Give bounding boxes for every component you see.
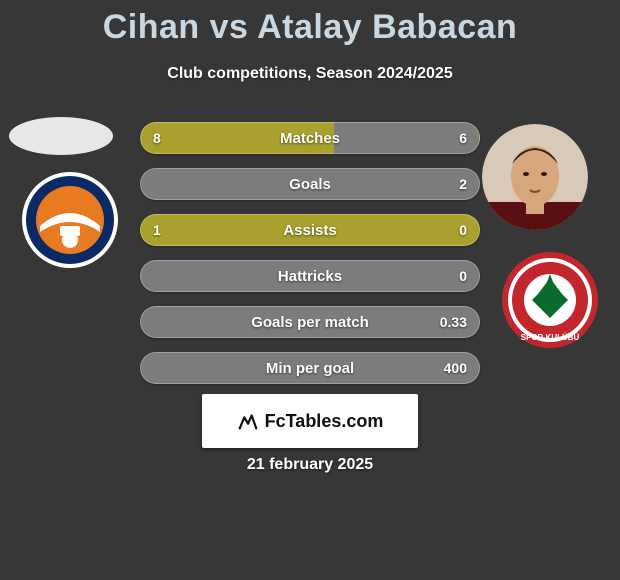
subtitle: Club competitions, Season 2024/2025 [0,65,620,83]
stat-label: Goals [289,176,331,193]
stat-row: Goals 2 [140,168,480,200]
stat-row: Goals per match 0.33 [140,306,480,338]
stat-label: Hattricks [278,268,342,285]
stat-label: Min per goal [266,360,354,377]
stat-value-right: 0 [459,222,467,238]
stats-list: 8 Matches 6 Goals 2 1 Assists 0 Hattricks 0 Goals … [140,122,480,398]
stat-row: 1 Assists 0 [140,214,480,246]
stat-label: Matches [280,130,340,147]
stat-label: Goals per match [251,314,369,331]
stat-row: Min per goal 400 [140,352,480,384]
brand-logo-icon [237,410,259,432]
brand-banner: FcTables.com [202,394,418,448]
stat-label: Assists [283,222,336,239]
club-badge-right: SPOR KULÜBÜ [500,250,600,350]
stat-value-right: 400 [444,360,467,376]
stat-value-right: 2 [459,176,467,192]
stat-row: 8 Matches 6 [140,122,480,154]
player-right-photo [482,124,588,230]
comparison-card: Cihan vs Atalay Babacan Club competition… [0,0,620,580]
date-text: 21 february 2025 [0,456,620,474]
club-badge-left [20,170,120,270]
svg-text:SPOR KULÜBÜ: SPOR KULÜBÜ [521,333,580,342]
brand-text: FcTables.com [265,411,384,432]
page-title: Cihan vs Atalay Babacan [0,0,620,47]
stat-value-left: 8 [153,130,161,146]
stat-value-right: 0 [459,268,467,284]
stat-value-left: 1 [153,222,161,238]
stat-value-right: 6 [459,130,467,146]
stat-value-right: 0.33 [440,314,467,330]
stat-row: Hattricks 0 [140,260,480,292]
